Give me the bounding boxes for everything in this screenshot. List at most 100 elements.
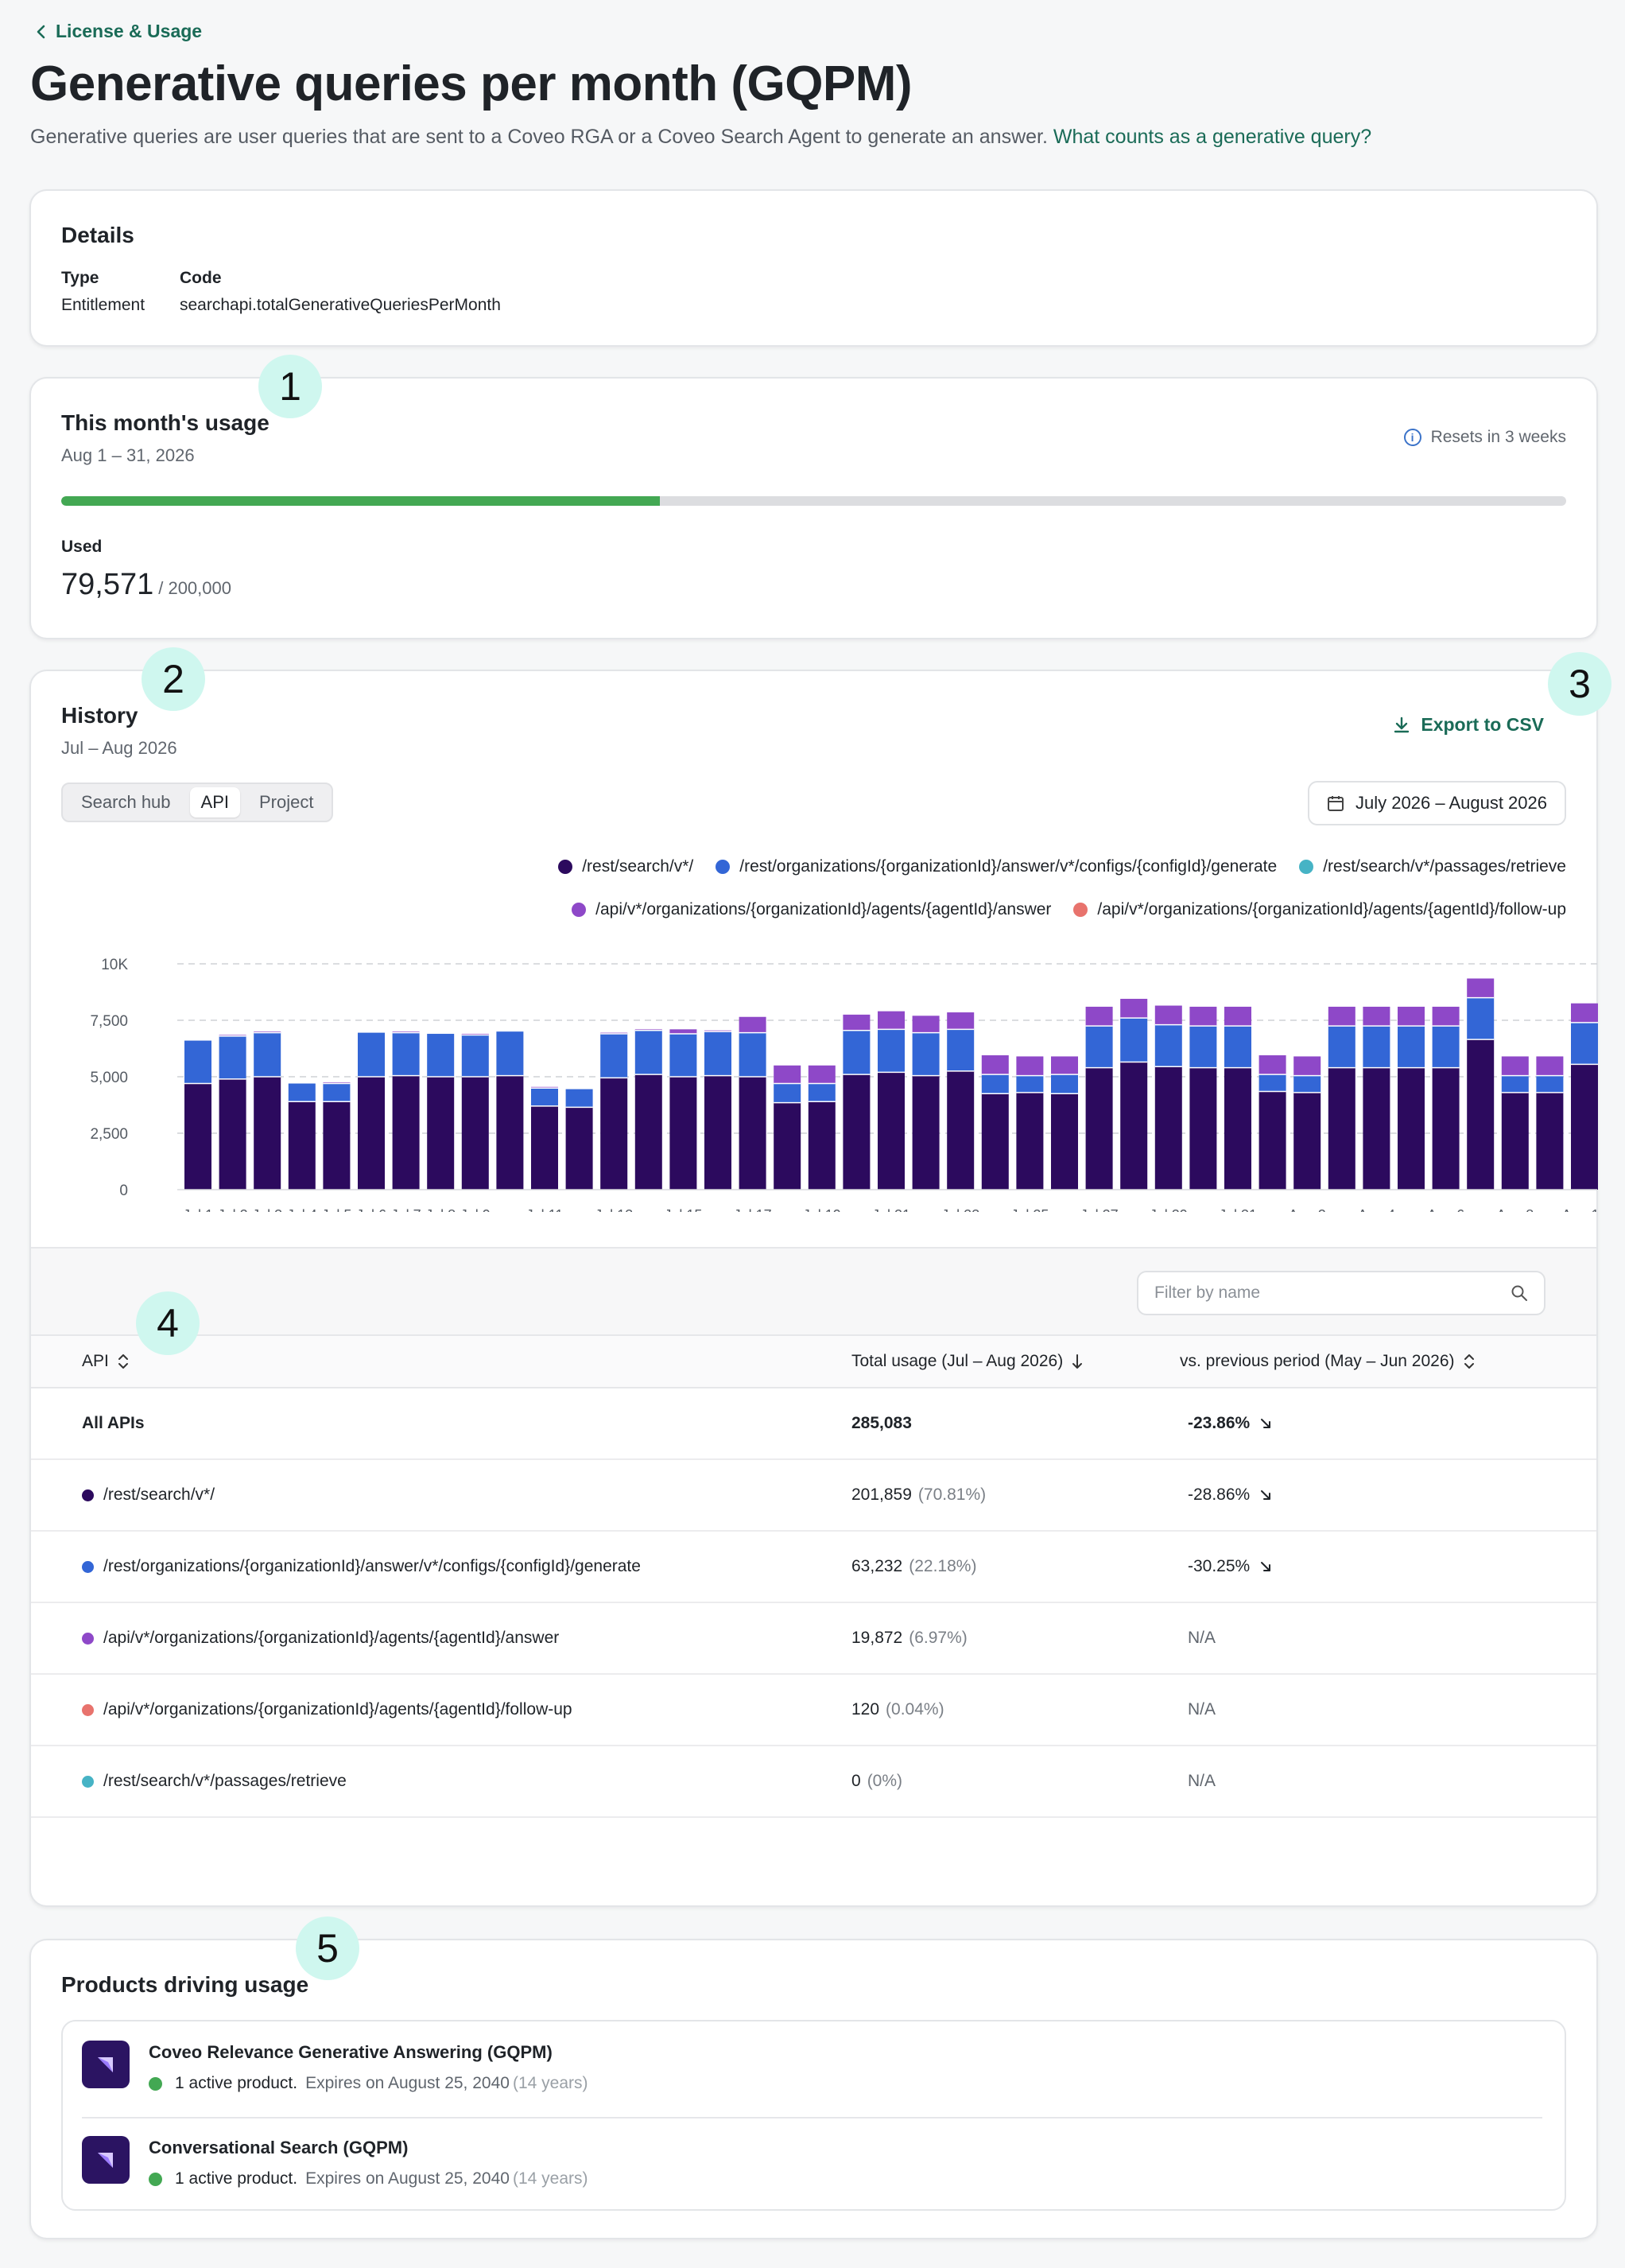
export-csv-button[interactable]: Export to CSV — [1392, 714, 1544, 736]
bar-segment[interactable] — [288, 1083, 316, 1102]
bar-segment[interactable] — [1051, 1074, 1078, 1094]
bar-segment[interactable] — [739, 1032, 766, 1077]
bar-segment[interactable] — [600, 1034, 628, 1078]
column-header-vs[interactable]: vs. previous period (May – Jun 2026) — [1180, 1352, 1476, 1371]
bar-segment[interactable] — [1536, 1056, 1564, 1076]
bar-segment[interactable] — [1154, 1005, 1182, 1025]
tab-search-hub[interactable]: Search hub — [81, 792, 171, 812]
bar-segment[interactable] — [254, 1032, 281, 1077]
bar-segment[interactable] — [878, 1011, 905, 1030]
bar-segment[interactable] — [427, 1034, 455, 1077]
bar-segment[interactable] — [912, 1075, 940, 1190]
legend-item[interactable]: /api/v*/organizations/{organizationId}/a… — [1073, 900, 1566, 919]
bar-segment[interactable] — [600, 1078, 628, 1190]
bar-segment[interactable] — [774, 1102, 801, 1190]
bar-segment[interactable] — [1293, 1056, 1321, 1076]
bar-segment[interactable] — [669, 1034, 697, 1077]
bar-segment[interactable] — [565, 1107, 593, 1190]
bar-segment[interactable] — [808, 1101, 836, 1190]
table-row[interactable]: /api/v*/organizations/{organizationId}/a… — [31, 1675, 1596, 1746]
bar-segment[interactable] — [1571, 1003, 1598, 1023]
table-row[interactable]: All APIs 285,083 -23.86% — [31, 1388, 1596, 1460]
column-header-total[interactable]: Total usage (Jul – Aug 2026) — [851, 1352, 1084, 1371]
bar-segment[interactable] — [496, 1031, 524, 1076]
bar-segment[interactable] — [981, 1055, 1009, 1075]
bar-segment[interactable] — [1154, 1024, 1182, 1067]
bar-segment[interactable] — [1016, 1075, 1044, 1093]
bar-segment[interactable] — [1536, 1092, 1564, 1190]
bar-segment[interactable] — [531, 1105, 558, 1190]
bar-segment[interactable] — [808, 1065, 836, 1084]
bar-segment[interactable] — [739, 1077, 766, 1190]
bar-segment[interactable] — [323, 1083, 351, 1102]
bar-segment[interactable] — [912, 1016, 940, 1033]
column-header-api[interactable]: API — [82, 1352, 130, 1371]
bar-segment[interactable] — [1467, 997, 1495, 1040]
bar-segment[interactable] — [878, 1072, 905, 1190]
bar-segment[interactable] — [496, 1075, 524, 1190]
bar-segment[interactable] — [1085, 1026, 1113, 1068]
bar-segment[interactable] — [1154, 1066, 1182, 1190]
bar-segment[interactable] — [704, 1075, 731, 1190]
bar-segment[interactable] — [565, 1089, 593, 1108]
bar-segment[interactable] — [531, 1088, 558, 1106]
bar-segment[interactable] — [1051, 1056, 1078, 1075]
bar-segment[interactable] — [669, 1077, 697, 1190]
bar-segment[interactable] — [288, 1101, 316, 1190]
bar-segment[interactable] — [1293, 1075, 1321, 1093]
legend-item[interactable]: /rest/search/v*/passages/retrieve — [1299, 857, 1566, 876]
info-icon[interactable]: i — [1403, 429, 1421, 446]
bar-segment[interactable] — [1501, 1056, 1529, 1076]
filter-input[interactable]: Filter by name — [1137, 1271, 1545, 1315]
breadcrumb[interactable]: License & Usage — [35, 21, 202, 42]
bar-segment[interactable] — [392, 1032, 420, 1076]
bar-segment[interactable] — [704, 1031, 731, 1076]
bar-segment[interactable] — [1432, 1067, 1460, 1190]
bar-segment[interactable] — [323, 1101, 351, 1190]
bar-segment[interactable] — [1363, 1067, 1390, 1190]
bar-segment[interactable] — [1363, 1026, 1390, 1068]
bar-segment[interactable] — [947, 1029, 975, 1071]
bar-segment[interactable] — [1189, 1026, 1217, 1068]
bar-segment[interactable] — [219, 1035, 246, 1079]
bar-segment[interactable] — [1432, 1026, 1460, 1068]
bar-segment[interactable] — [1328, 1067, 1355, 1190]
bar-segment[interactable] — [739, 1016, 766, 1033]
table-row[interactable]: /rest/search/v*/passages/retrieve 0 (0%) … — [31, 1746, 1596, 1818]
bar-segment[interactable] — [1189, 1067, 1217, 1190]
bar-segment[interactable] — [1051, 1093, 1078, 1190]
bar-segment[interactable] — [1259, 1091, 1286, 1190]
bar-segment[interactable] — [1293, 1092, 1321, 1190]
bar-segment[interactable] — [254, 1077, 281, 1190]
table-row[interactable]: /api/v*/organizations/{organizationId}/a… — [31, 1603, 1596, 1675]
breadcrumb-label[interactable]: License & Usage — [56, 21, 203, 41]
bar-segment[interactable] — [427, 1077, 455, 1190]
table-row[interactable]: /rest/organizations/{organizationId}/ans… — [31, 1532, 1596, 1603]
bar-segment[interactable] — [1016, 1056, 1044, 1076]
bar-segment[interactable] — [461, 1077, 489, 1190]
bar-segment[interactable] — [461, 1035, 489, 1077]
bar-segment[interactable] — [184, 1040, 211, 1084]
bar-segment[interactable] — [774, 1083, 801, 1103]
bar-segment[interactable] — [1120, 999, 1148, 1019]
bar-segment[interactable] — [1189, 1006, 1217, 1027]
bar-segment[interactable] — [981, 1093, 1009, 1190]
bar-segment[interactable] — [1536, 1075, 1564, 1093]
bar-segment[interactable] — [947, 1012, 975, 1030]
bar-segment[interactable] — [1259, 1055, 1286, 1075]
bar-segment[interactable] — [392, 1075, 420, 1190]
bar-segment[interactable] — [219, 1078, 246, 1190]
bar-segment[interactable] — [358, 1077, 385, 1190]
legend-item[interactable]: /rest/search/v*/ — [558, 857, 693, 876]
bar-segment[interactable] — [1501, 1075, 1529, 1093]
bar-segment[interactable] — [1120, 1018, 1148, 1062]
bar-segment[interactable] — [1432, 1006, 1460, 1027]
bar-segment[interactable] — [1467, 1039, 1495, 1190]
tab-api[interactable]: API — [189, 787, 240, 817]
bar-segment[interactable] — [808, 1083, 836, 1102]
help-link[interactable]: What counts as a generative query? — [1053, 126, 1372, 148]
date-range-picker[interactable]: July 2026 – August 2026 — [1308, 781, 1566, 825]
bar-segment[interactable] — [843, 1014, 871, 1031]
bar-segment[interactable] — [843, 1030, 871, 1075]
bar-segment[interactable] — [1016, 1092, 1044, 1190]
